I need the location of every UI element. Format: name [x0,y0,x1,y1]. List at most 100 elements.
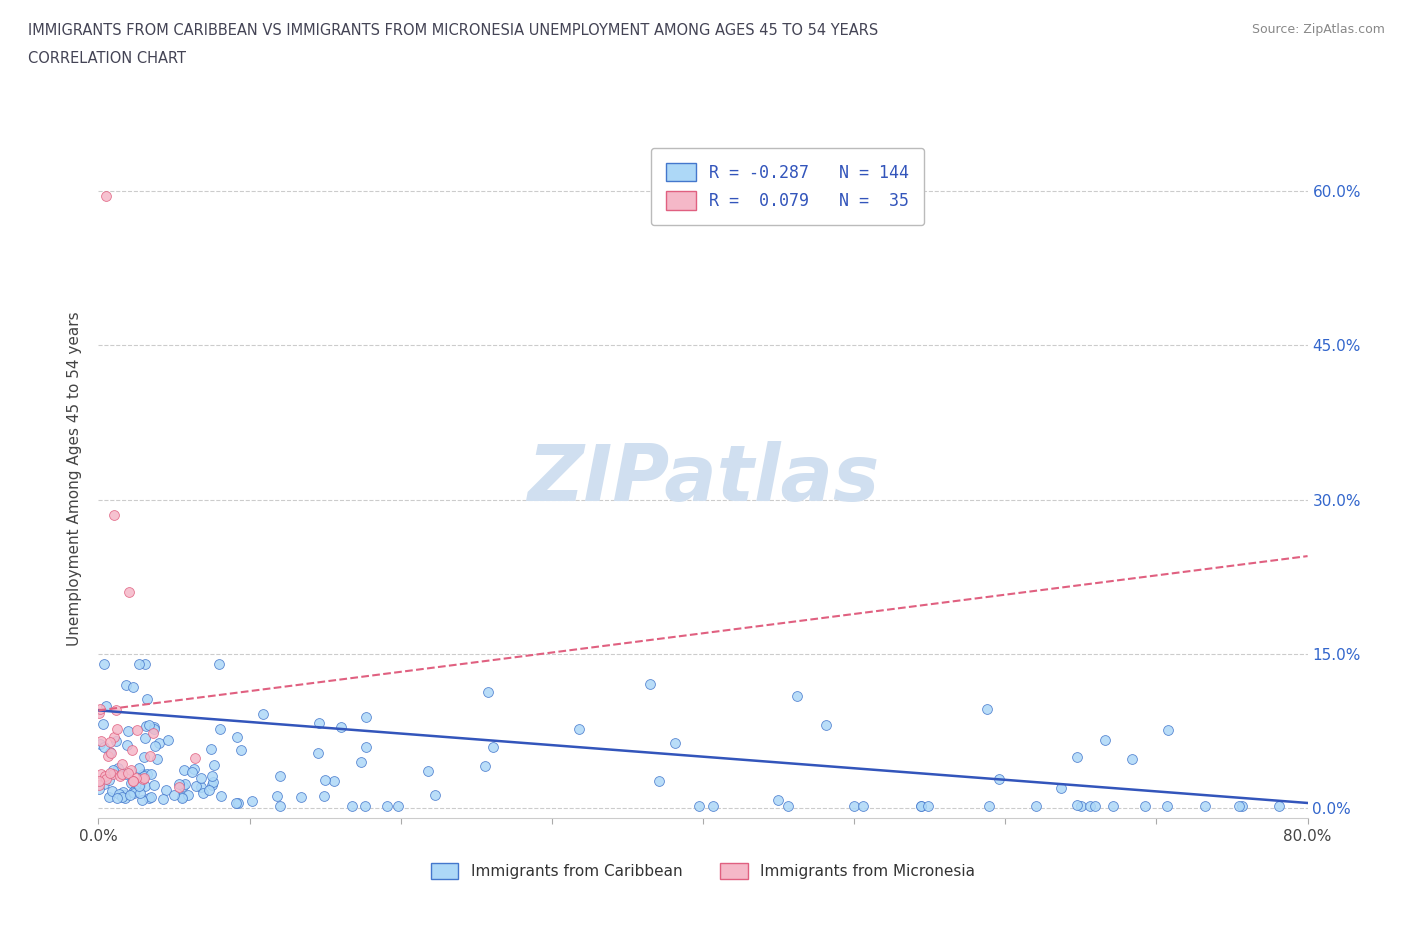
Point [117,765,139,780]
Point [141,725,163,740]
Point [87,777,110,792]
Point [122,785,145,800]
Point [183,762,205,777]
Y-axis label: Unemployment Among Ages 45 to 54 years: Unemployment Among Ages 45 to 54 years [67,312,83,646]
Point [229,742,252,757]
Point [104,702,127,717]
Point [93,769,115,784]
Point [568,722,591,737]
Point [201,777,224,792]
Point [98,773,121,788]
Point [1084,799,1107,814]
Point [104,734,127,749]
Point [167,779,190,794]
Point [786,688,808,703]
Point [128,785,150,800]
Point [226,795,249,810]
Point [134,778,156,793]
Point [105,790,128,805]
Point [266,789,288,804]
Point [115,766,138,781]
Point [121,773,143,788]
Point [180,764,202,779]
Point [307,746,329,761]
Point [242,794,264,809]
Point [134,770,156,785]
Point [134,657,156,671]
Point [114,790,136,805]
Point [1049,780,1071,795]
Point [135,719,157,734]
Point [172,790,194,805]
Point [107,786,129,801]
Point [143,738,166,753]
Point [103,763,125,777]
Point [120,776,142,790]
Point [87,781,110,796]
Point [111,785,134,800]
Point [121,773,143,788]
Point [193,786,215,801]
Point [201,775,224,790]
Point [664,736,686,751]
Point [148,736,170,751]
Point [387,799,409,814]
Point [688,799,710,814]
Point [1078,799,1101,814]
Point [89,701,111,716]
Point [648,774,671,789]
Point [308,715,330,730]
Point [340,799,363,814]
Point [211,789,233,804]
Point [94,189,117,204]
Text: IMMIGRANTS FROM CARIBBEAN VS IMMIGRANTS FROM MICRONESIA UNEMPLOYMENT AMONG AGES : IMMIGRANTS FROM CARIBBEAN VS IMMIGRANTS … [28,23,879,38]
Point [125,771,148,786]
Point [128,778,150,793]
Point [112,787,135,802]
Point [91,717,114,732]
Legend: Immigrants from Caribbean, Immigrants from Micronesia: Immigrants from Caribbean, Immigrants fr… [425,857,981,885]
Point [852,799,875,814]
Point [814,718,837,733]
Text: ZIPatlas: ZIPatlas [527,441,879,517]
Point [139,789,162,804]
Point [1227,799,1250,814]
Point [201,769,224,784]
Point [128,657,150,671]
Point [477,684,499,699]
Point [174,777,197,791]
Point [416,764,439,778]
Point [132,750,155,764]
Point [776,799,799,814]
Point [121,742,143,757]
Point [322,773,344,788]
Point [139,749,162,764]
Point [1066,750,1088,764]
Point [183,751,205,765]
Point [105,722,128,737]
Point [425,788,447,803]
Point [375,799,398,814]
Point [98,765,121,780]
Point [117,724,139,739]
Point [127,723,149,737]
Point [120,788,142,803]
Point [101,784,124,799]
Point [138,790,160,805]
Point [103,766,125,781]
Point [98,735,121,750]
Point [1268,799,1291,814]
Point [132,768,155,783]
Point [269,799,291,814]
Point [1156,799,1178,814]
Point [90,734,112,749]
Point [135,766,157,781]
Point [89,737,111,751]
Point [209,721,232,736]
Point [129,777,152,792]
Point [98,790,121,804]
Point [1066,798,1088,813]
Point [103,508,125,523]
Point [198,783,221,798]
Point [169,777,191,791]
